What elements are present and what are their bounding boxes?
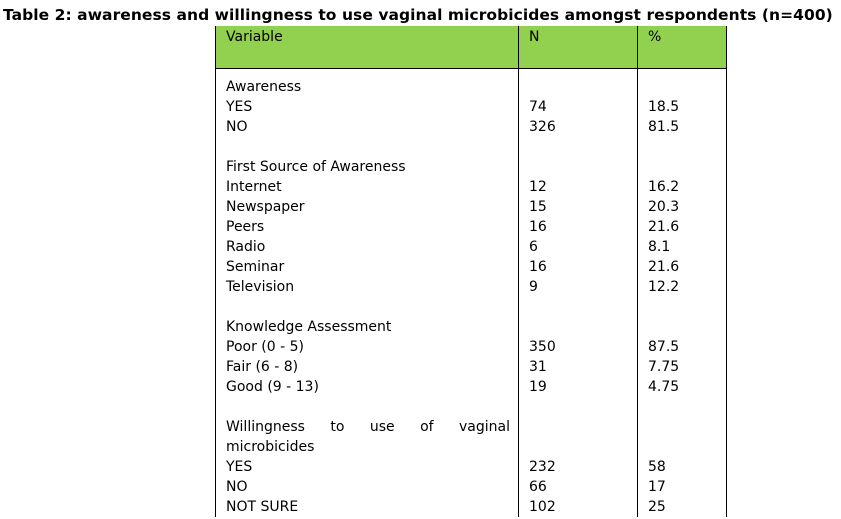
section-title-awareness: Awareness (226, 79, 302, 95)
data-table: Variable N % Awareness YES 74 18.5 NO 32… (215, 26, 727, 517)
table-row: YES 74 18.5 (216, 97, 726, 117)
table-row: NOT SURE 102 25 (216, 497, 726, 517)
section-title-source: First Source of Awareness (226, 159, 406, 175)
header-variable: Variable (226, 29, 283, 45)
table-row: Newspaper 15 20.3 (216, 197, 726, 217)
table-header-row: Variable N % (216, 26, 726, 69)
table-row: Seminar 16 21.6 (216, 257, 726, 277)
table-row: NO 66 17 (216, 477, 726, 497)
spacer-row (216, 297, 726, 317)
spacer-row (216, 137, 726, 157)
table-row: Television 9 12.2 (216, 277, 726, 297)
section-title-row: First Source of Awareness (216, 157, 726, 177)
section-title-willingness: Willingness to use of vaginal microbicid… (216, 417, 518, 457)
spacer-row (216, 69, 726, 77)
table-caption: Table 2: awareness and willingness to us… (3, 6, 833, 24)
table-row: Internet 12 16.2 (216, 177, 726, 197)
section-title-knowledge: Knowledge Assessment (226, 319, 392, 335)
section-title-row: Willingness to use of vaginal microbicid… (216, 417, 726, 457)
header-n: N (518, 26, 637, 68)
section-title-row: Awareness (216, 77, 726, 97)
table-row: Radio 6 8.1 (216, 237, 726, 257)
section-title-row: Knowledge Assessment (216, 317, 726, 337)
table-row: Peers 16 21.6 (216, 217, 726, 237)
table-row: Fair (6 - 8) 31 7.75 (216, 357, 726, 377)
spacer-row (216, 397, 726, 417)
willingness-title-line1: Willingness to use of vaginal (226, 419, 510, 435)
header-pct: % (637, 26, 724, 68)
table-row: Good (9 - 13) 19 4.75 (216, 377, 726, 397)
table-row: YES 232 58 (216, 457, 726, 477)
table-row: Poor (0 - 5) 350 87.5 (216, 337, 726, 357)
table-row: NO 326 81.5 (216, 117, 726, 137)
willingness-title-line2: microbicides (226, 439, 315, 455)
